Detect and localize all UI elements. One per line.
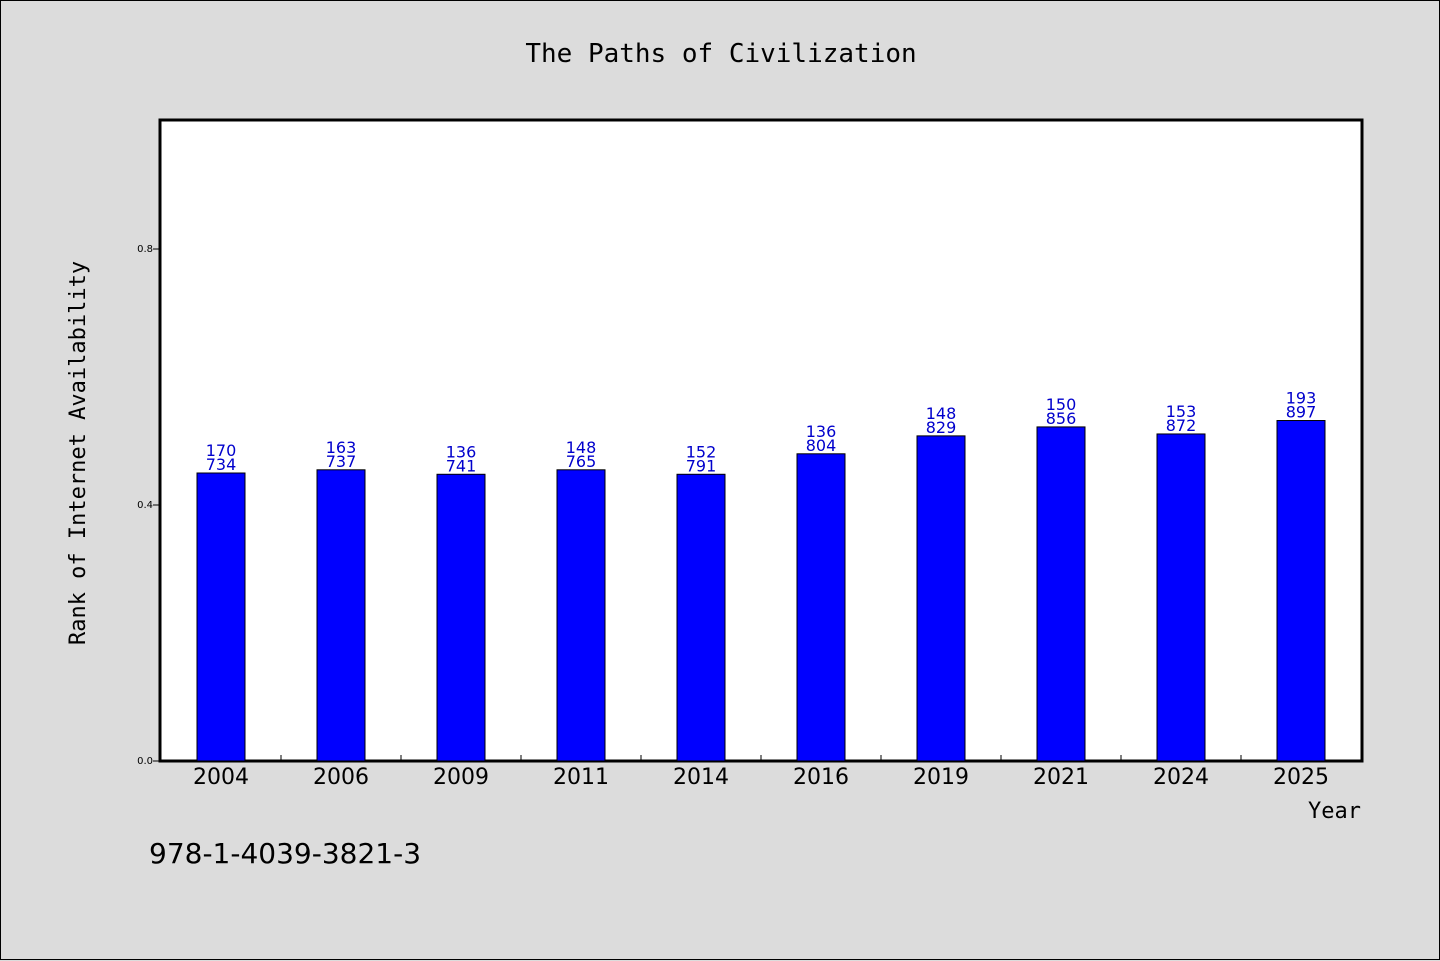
x-tick-label-2004: 2004 xyxy=(193,765,249,790)
x-tick-label-2014: 2014 xyxy=(673,765,729,790)
x-tick-label-2021: 2021 xyxy=(1033,765,1089,790)
bar-2024 xyxy=(1156,433,1206,762)
bar-2025 xyxy=(1276,420,1326,762)
data-label-2019-1: 148 xyxy=(926,404,957,423)
x-tick-label-2006: 2006 xyxy=(313,765,369,790)
data-label-2021-1: 150 xyxy=(1046,395,1077,414)
data-label-2004-2: 734 xyxy=(206,455,237,474)
y-axis-label: Rank of Internet Availability xyxy=(66,261,91,645)
y-tick-label-0.8: 0.8 xyxy=(137,244,153,255)
data-label-2014-1: 152 xyxy=(686,442,717,461)
bar-2006 xyxy=(316,469,366,762)
data-label-2006-1: 163 xyxy=(326,438,357,457)
isbn-footer: 978-1-4039-3821-3 xyxy=(149,837,421,870)
bar-2019 xyxy=(916,435,966,762)
x-axis: 2004 2006 2009 2011 2014 2016 2019 2021 2024 2025 xyxy=(193,755,1329,790)
y-tick-label-0.0: 0.0 xyxy=(137,756,153,767)
x-tick-label-2016: 2016 xyxy=(793,765,849,790)
data-label-2006-2: 737 xyxy=(326,452,357,471)
y-tick-label-0.4: 0.4 xyxy=(137,500,153,511)
y-axis: 0.0 0.4 0.8 xyxy=(137,244,161,767)
bar-2021 xyxy=(1036,426,1086,762)
data-label-2016-1: 136 xyxy=(806,422,837,441)
bar-2004 xyxy=(196,472,246,762)
bar-2009 xyxy=(436,473,486,762)
data-label-2004-1: 170 xyxy=(206,441,237,460)
bar-2011 xyxy=(556,469,606,762)
data-label-2025-2: 897 xyxy=(1286,403,1317,422)
bar-2016 xyxy=(796,453,846,762)
data-label-2009-1: 136 xyxy=(446,442,477,461)
data-label-2025-1: 193 xyxy=(1286,389,1317,408)
data-label-2011-1: 148 xyxy=(566,438,597,457)
data-label-2019-2: 829 xyxy=(926,418,957,437)
x-tick-label-2019: 2019 xyxy=(913,765,969,790)
chart-title: The Paths of Civilization xyxy=(525,39,916,69)
x-tick-label-2011: 2011 xyxy=(553,765,609,790)
x-tick-label-2009: 2009 xyxy=(433,765,489,790)
data-label-2021-2: 856 xyxy=(1046,409,1077,428)
x-tick-label-2025: 2025 xyxy=(1273,765,1329,790)
data-label-2011-2: 765 xyxy=(566,452,597,471)
bar-2014 xyxy=(676,473,726,762)
data-label-2024-1: 153 xyxy=(1166,402,1197,421)
data-labels-group: 1707341637371367411487651527911368041488… xyxy=(206,389,1317,476)
bars-group xyxy=(196,420,1326,762)
data-label-2016-2: 804 xyxy=(806,436,837,455)
data-label-2024-2: 872 xyxy=(1166,416,1197,435)
data-label-2014-2: 791 xyxy=(686,456,717,475)
data-label-2009-2: 741 xyxy=(446,456,477,475)
x-axis-label: Year xyxy=(1308,799,1361,824)
x-tick-label-2024: 2024 xyxy=(1153,765,1209,790)
